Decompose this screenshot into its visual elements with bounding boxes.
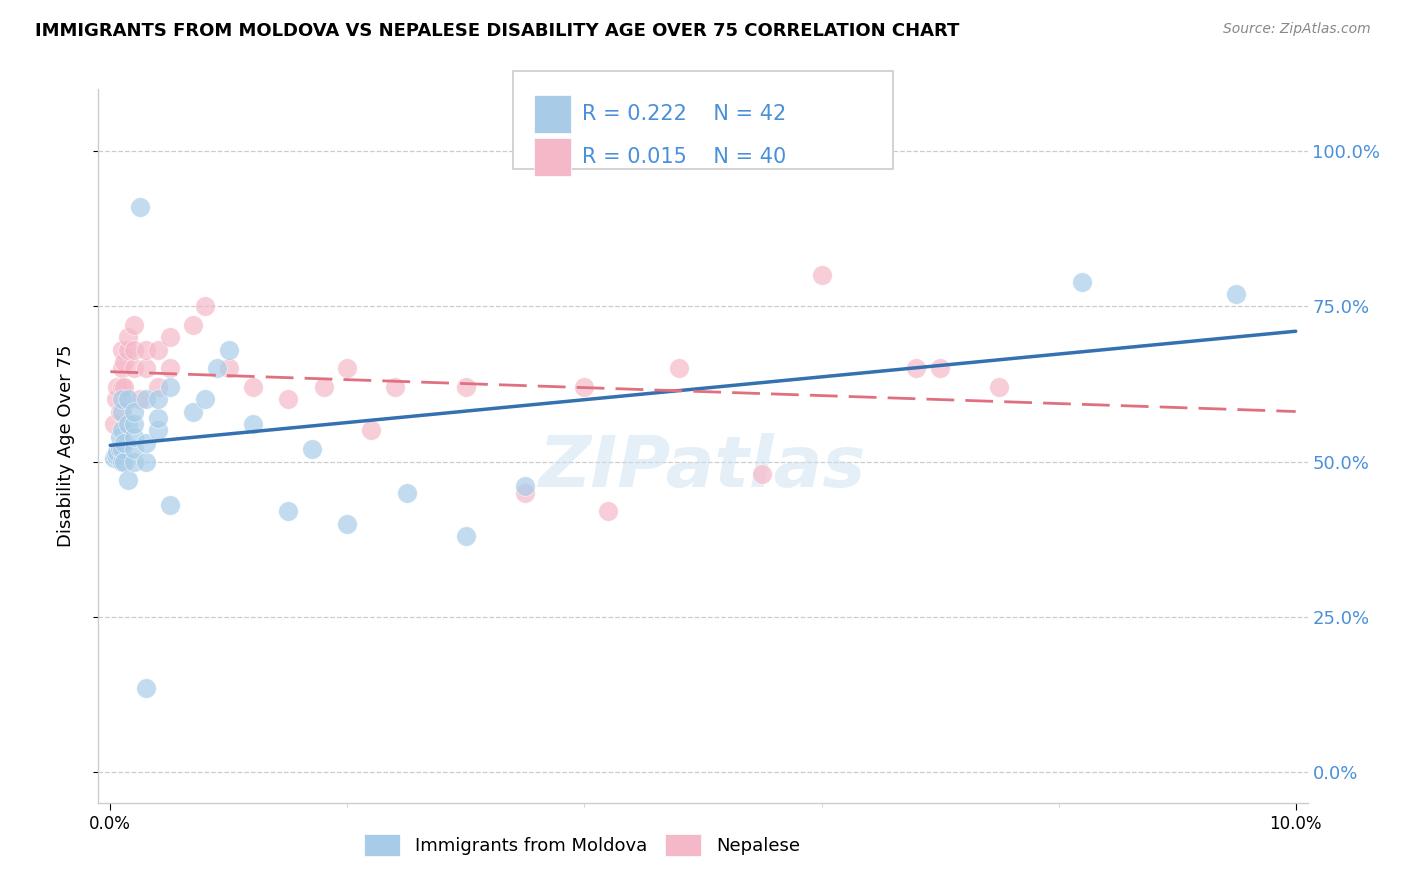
Point [810, 268, 832, 283]
Point [111, 442, 134, 456]
Point [454, 529, 477, 543]
Point [129, 200, 152, 214]
Point [277, 504, 299, 518]
Point [108, 442, 131, 456]
Point [117, 417, 139, 432]
Point [146, 411, 169, 425]
Point [988, 380, 1011, 394]
Point [122, 318, 145, 332]
Point [117, 343, 139, 357]
Point [1225, 287, 1247, 301]
Point [105, 448, 128, 462]
Point [111, 380, 134, 394]
Point [929, 361, 952, 376]
Point [122, 405, 145, 419]
Text: Source: ZipAtlas.com: Source: ZipAtlas.com [1223, 22, 1371, 37]
Point [135, 392, 157, 407]
Point [905, 361, 928, 376]
Point [336, 361, 359, 376]
Point [277, 392, 299, 407]
Point [668, 361, 690, 376]
Text: ZIPatlas: ZIPatlas [540, 433, 866, 502]
Point [135, 343, 157, 357]
Point [146, 343, 169, 357]
Point [114, 380, 136, 394]
Point [111, 405, 134, 419]
Point [111, 392, 134, 407]
Point [135, 436, 157, 450]
Point [111, 343, 134, 357]
Point [515, 485, 537, 500]
Point [105, 445, 128, 459]
Point [159, 498, 181, 512]
Point [117, 392, 139, 407]
Text: R = 0.015    N = 40: R = 0.015 N = 40 [582, 147, 786, 167]
Point [159, 380, 181, 394]
Point [129, 392, 152, 407]
Point [1071, 275, 1094, 289]
Point [360, 424, 382, 438]
Point [218, 343, 240, 357]
Point [146, 392, 169, 407]
Point [122, 454, 145, 468]
Point [114, 355, 136, 369]
Point [312, 380, 335, 394]
Point [117, 473, 139, 487]
Point [515, 479, 537, 493]
Point [181, 318, 204, 332]
Point [181, 405, 204, 419]
Point [454, 380, 477, 394]
Y-axis label: Disability Age Over 75: Disability Age Over 75 [56, 344, 75, 548]
Point [111, 361, 134, 376]
Point [135, 454, 157, 468]
Point [105, 392, 128, 407]
Point [122, 343, 145, 357]
Point [108, 430, 131, 444]
Point [122, 361, 145, 376]
Point [384, 380, 406, 394]
Point [218, 361, 240, 376]
Point [194, 392, 217, 407]
Point [111, 454, 134, 468]
Point [122, 430, 145, 444]
Point [114, 454, 136, 468]
Point [301, 442, 323, 456]
Point [117, 330, 139, 344]
Point [146, 424, 169, 438]
Point [146, 380, 169, 394]
Point [598, 504, 620, 518]
Point [194, 299, 217, 313]
Point [114, 436, 136, 450]
Point [395, 485, 418, 500]
Point [105, 380, 128, 394]
Point [336, 516, 359, 531]
Point [103, 451, 125, 466]
Point [103, 417, 125, 432]
Text: IMMIGRANTS FROM MOLDOVA VS NEPALESE DISABILITY AGE OVER 75 CORRELATION CHART: IMMIGRANTS FROM MOLDOVA VS NEPALESE DISA… [35, 22, 959, 40]
Point [111, 424, 134, 438]
Point [242, 417, 264, 432]
Point [135, 361, 157, 376]
Point [751, 467, 773, 481]
Point [135, 681, 157, 695]
Point [159, 330, 181, 344]
Point [242, 380, 264, 394]
Point [122, 442, 145, 456]
Point [122, 417, 145, 432]
Text: R = 0.222    N = 42: R = 0.222 N = 42 [582, 104, 786, 124]
Point [159, 361, 181, 376]
Point [108, 405, 131, 419]
Point [574, 380, 596, 394]
Point [205, 361, 228, 376]
Legend: Immigrants from Moldova, Nepalese: Immigrants from Moldova, Nepalese [356, 825, 808, 865]
